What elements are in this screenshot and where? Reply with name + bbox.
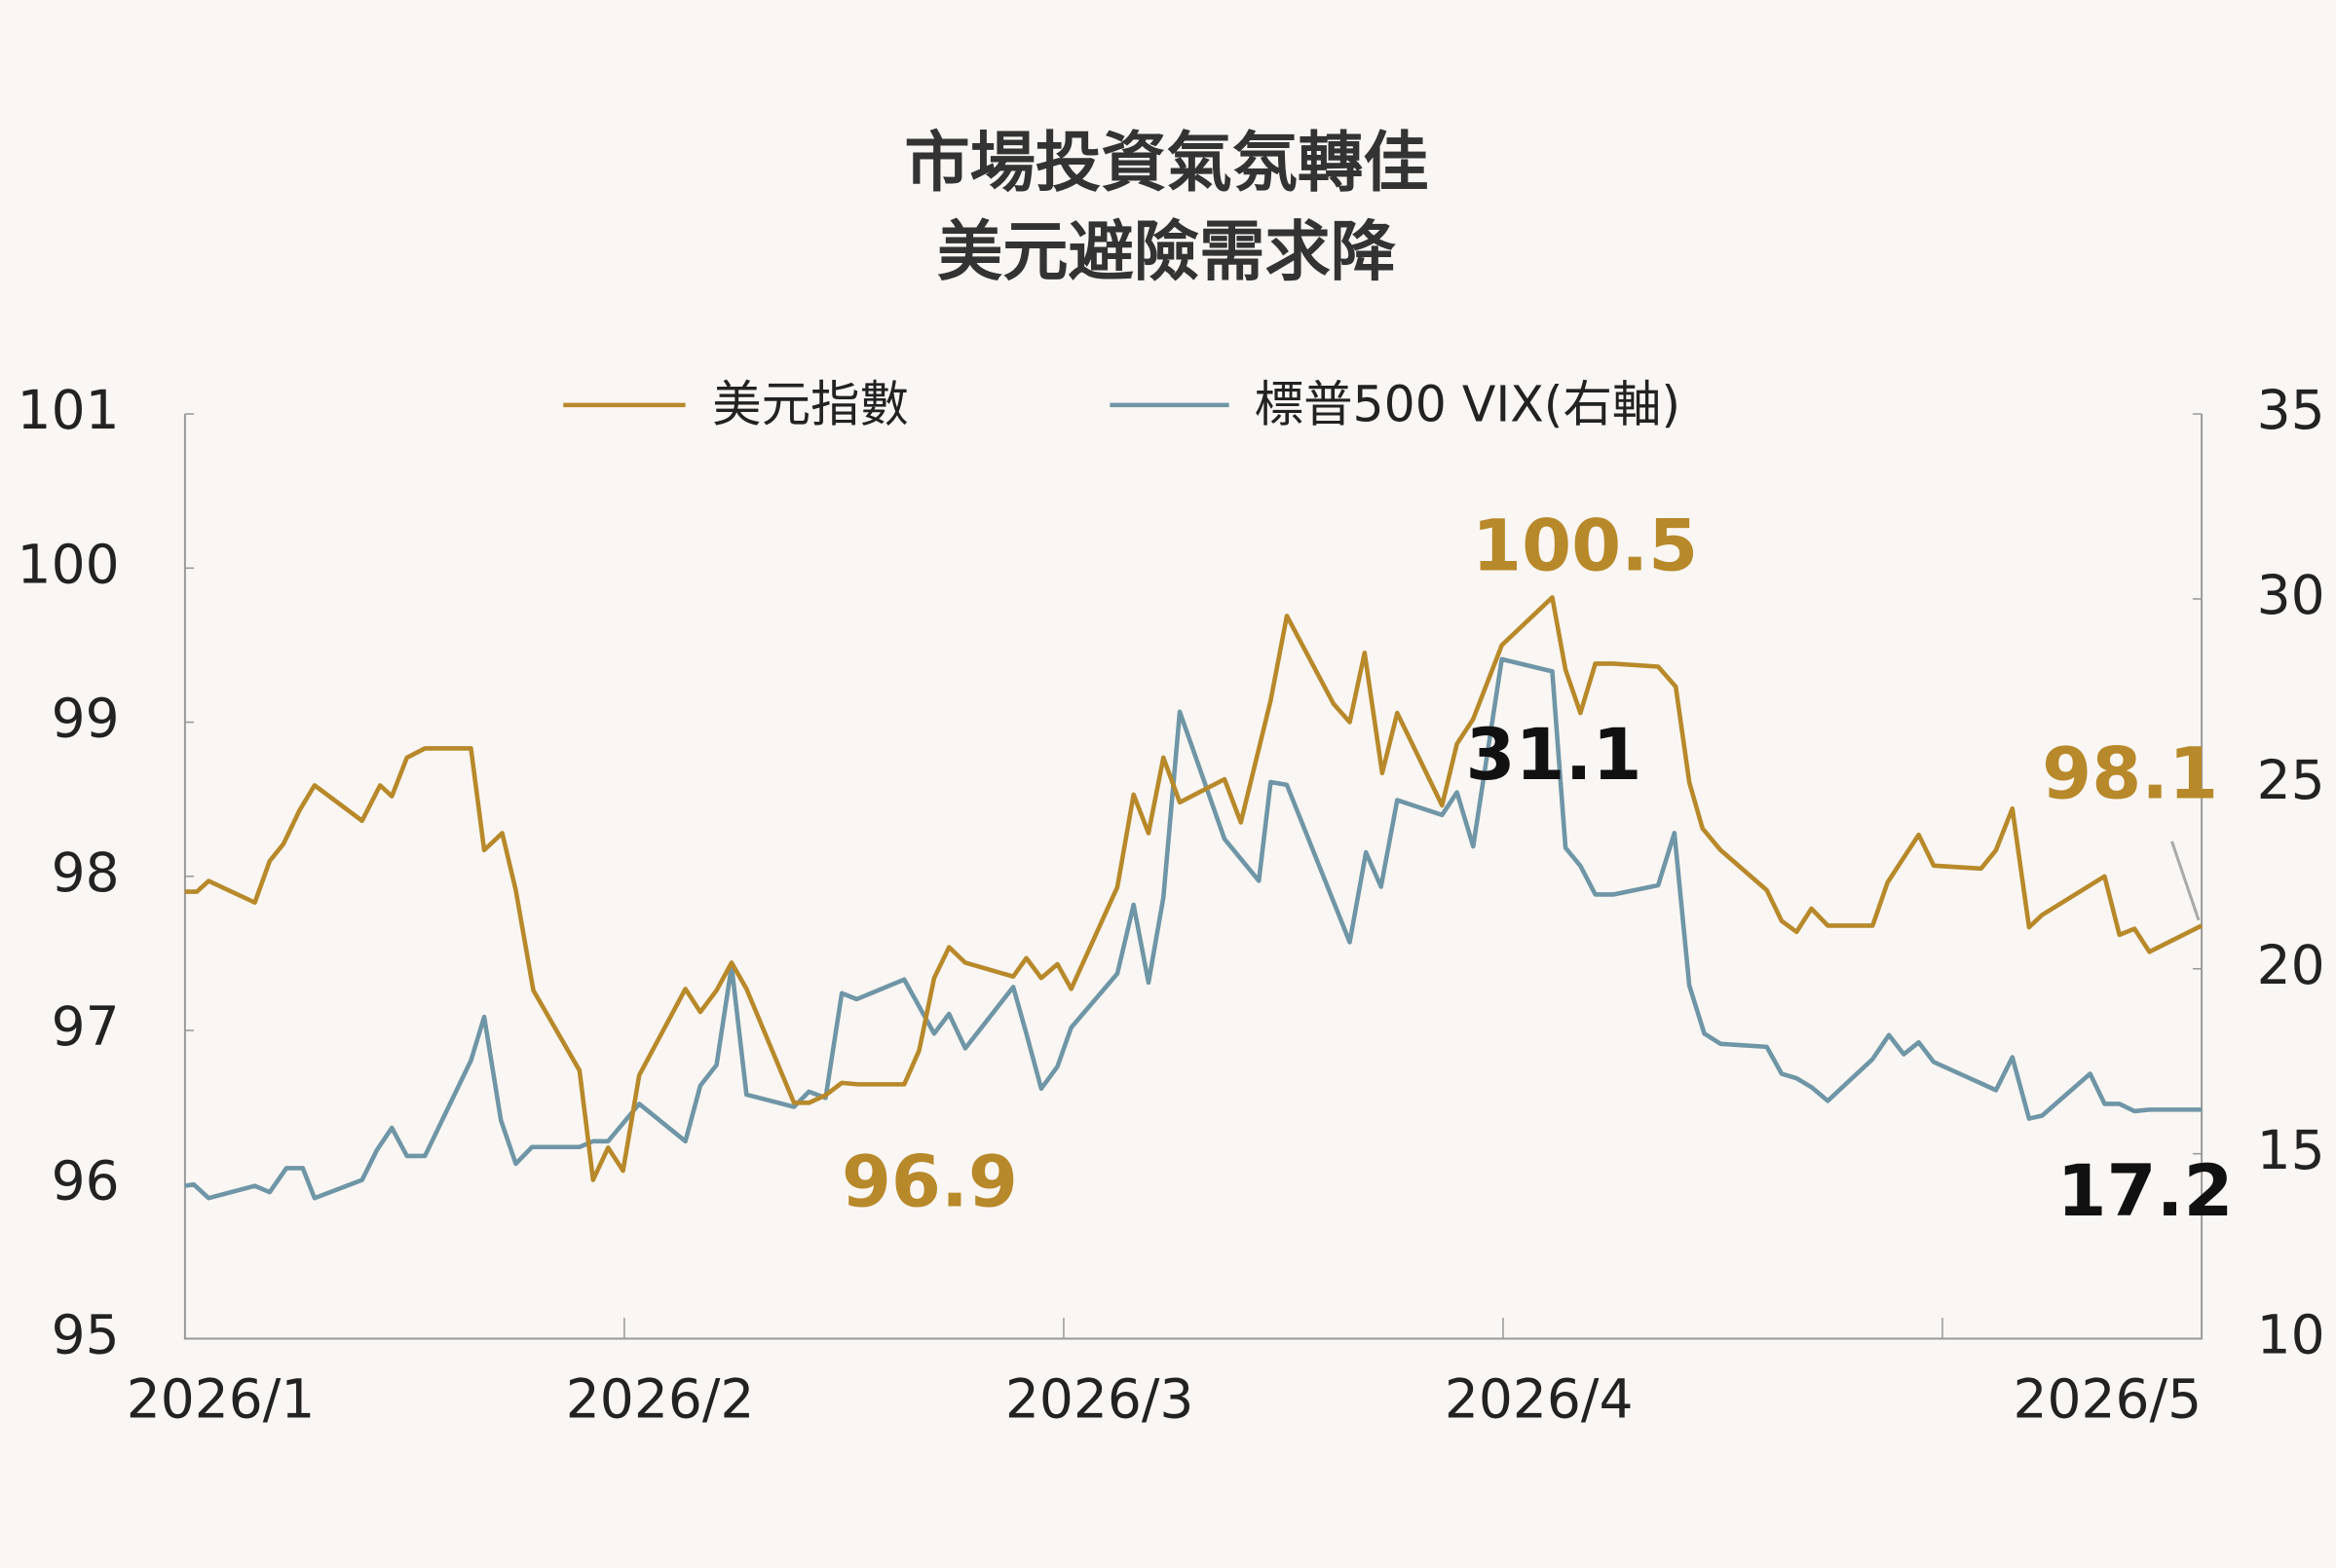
x-tick-label: 2026/3 bbox=[1005, 1367, 1194, 1430]
x-tick-label: 2026/2 bbox=[566, 1367, 755, 1430]
annotation: 96.9 bbox=[842, 1141, 1018, 1224]
y2-tick-label: 10 bbox=[2257, 1304, 2325, 1366]
chart-title: 市場投資氣氛轉佳 bbox=[904, 125, 1428, 201]
y-tick-label: 99 bbox=[52, 688, 120, 750]
y-tick-label: 95 bbox=[52, 1304, 120, 1366]
annotation-connector bbox=[2170, 840, 2201, 921]
x-tick-label: 2026/5 bbox=[2013, 1367, 2202, 1430]
chart-subtitle: 美元避險需求降 bbox=[937, 214, 1397, 290]
y2-tick-label: 35 bbox=[2257, 379, 2325, 441]
x-tick-label: 2026/1 bbox=[127, 1367, 316, 1430]
legend-label: 美元指數 bbox=[712, 375, 909, 432]
series-line bbox=[184, 656, 2203, 1201]
y-tick-label: 100 bbox=[18, 533, 120, 595]
series-line bbox=[184, 595, 2204, 1182]
annotation: 98.1 bbox=[2042, 733, 2218, 816]
y2-tick-label: 20 bbox=[2257, 934, 2325, 996]
y-tick-label: 101 bbox=[18, 379, 120, 441]
y-tick-label: 98 bbox=[52, 841, 120, 904]
legend-label: 標普500 VIX(右軸) bbox=[1255, 375, 1680, 432]
annotation: 100.5 bbox=[1472, 505, 1698, 588]
y2-tick-label: 15 bbox=[2257, 1119, 2325, 1181]
y-tick-label: 96 bbox=[52, 1149, 120, 1212]
x-tick-label: 2026/4 bbox=[1445, 1367, 1634, 1430]
annotation: 17.2 bbox=[2056, 1150, 2233, 1233]
y-tick-label: 97 bbox=[52, 995, 120, 1058]
annotation: 31.1 bbox=[1465, 714, 1641, 797]
y2-tick-label: 25 bbox=[2257, 749, 2325, 811]
y2-tick-label: 30 bbox=[2257, 564, 2325, 626]
